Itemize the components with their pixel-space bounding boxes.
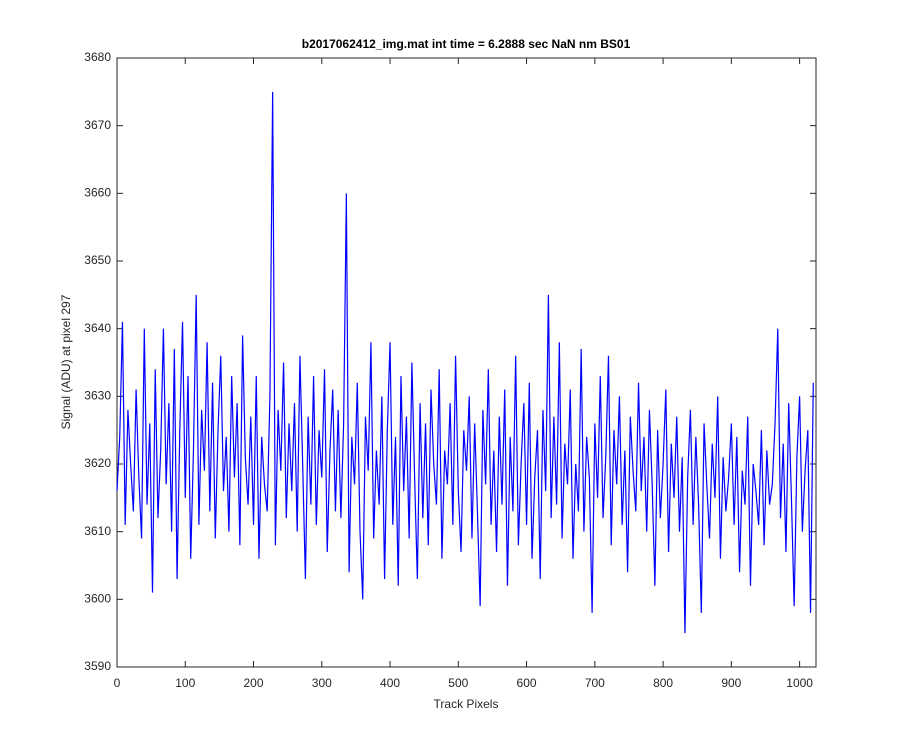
y-tick-label: 3680 xyxy=(84,50,111,64)
x-axis-label: Track Pixels xyxy=(434,697,499,711)
y-tick-label: 3650 xyxy=(84,253,111,267)
chart-title: b2017062412_img.mat int time = 6.2888 se… xyxy=(302,37,631,51)
y-tick-label: 3620 xyxy=(84,456,111,470)
x-tick-label: 400 xyxy=(380,676,400,690)
y-axis-label: Signal (ADU) at pixel 297 xyxy=(59,294,73,429)
y-tick-label: 3630 xyxy=(84,389,111,403)
x-tick-label: 100 xyxy=(175,676,195,690)
x-tick-label: 500 xyxy=(448,676,468,690)
x-tick-label: 200 xyxy=(244,676,264,690)
y-tick-label: 3590 xyxy=(84,659,111,673)
x-tick-label: 800 xyxy=(653,676,673,690)
x-tick-label: 0 xyxy=(114,676,121,690)
y-tick-label: 3600 xyxy=(84,592,111,606)
x-tick-label: 900 xyxy=(721,676,741,690)
y-tick-label: 3610 xyxy=(84,524,111,538)
y-tick-label: 3640 xyxy=(84,321,111,335)
y-tick-label: 3660 xyxy=(84,186,111,200)
x-tick-label: 300 xyxy=(312,676,332,690)
x-tick-label: 600 xyxy=(517,676,537,690)
data-line xyxy=(116,91,814,634)
y-tick-label: 3670 xyxy=(84,118,111,132)
x-tick-label: 700 xyxy=(585,676,605,690)
x-tick-label: 1000 xyxy=(786,676,813,690)
plot-box xyxy=(116,57,817,668)
